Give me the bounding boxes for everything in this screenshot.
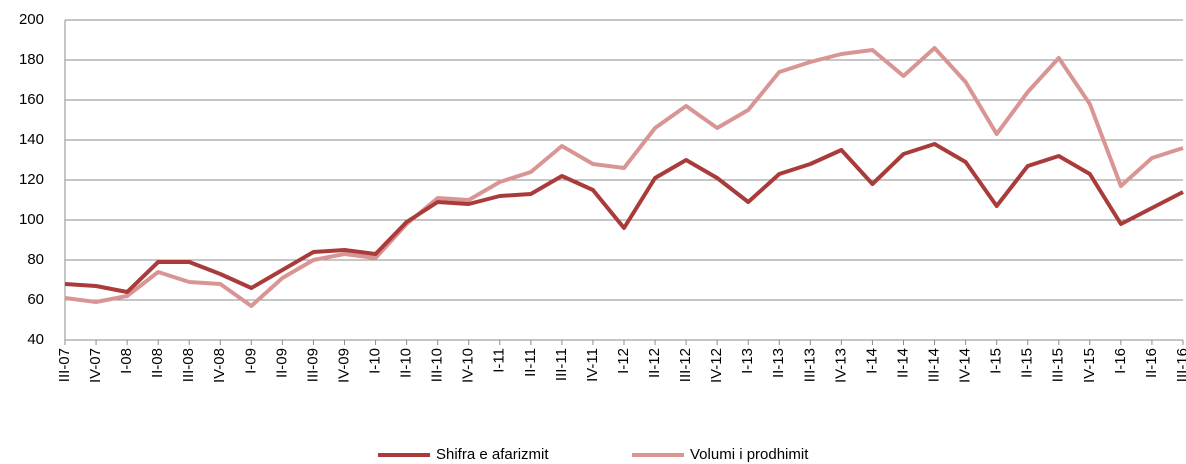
x-tick-label: II-09 xyxy=(273,348,290,378)
x-tick-label: II-16 xyxy=(1143,348,1160,378)
legend-label: Volumi i prodhimit xyxy=(690,446,809,463)
x-tick-label: IV-12 xyxy=(708,348,725,383)
x-tick-label: III-12 xyxy=(677,348,694,382)
x-tick-label: III-10 xyxy=(429,348,446,382)
x-tick-label: II-15 xyxy=(1019,348,1036,378)
y-tick-label: 160 xyxy=(19,91,44,108)
x-tick-label: IV-14 xyxy=(957,348,974,383)
x-tick-label: I-16 xyxy=(1112,348,1129,374)
x-tick-label: II-11 xyxy=(522,348,539,377)
x-tick-label: IV-10 xyxy=(460,348,477,383)
x-tick-label: I-09 xyxy=(242,348,259,374)
series-line xyxy=(64,142,1184,294)
x-tick-label: I-13 xyxy=(739,348,756,374)
x-tick-label: IV-15 xyxy=(1081,348,1098,383)
x-tick-label: III-13 xyxy=(801,348,818,382)
x-tick-label: III-08 xyxy=(180,348,197,382)
x-tick-label: III-11 xyxy=(553,348,570,381)
y-tick-label: 120 xyxy=(19,171,44,188)
x-tick-label: III-15 xyxy=(1050,348,1067,382)
x-tick-label: I-10 xyxy=(367,348,384,374)
x-tick-label: IV-13 xyxy=(832,348,849,383)
x-tick-label: III-09 xyxy=(304,348,321,382)
x-tick-label: II-13 xyxy=(770,348,787,378)
y-tick-label: 60 xyxy=(27,291,44,308)
y-tick-label: 100 xyxy=(19,211,44,228)
x-tick-label: I-12 xyxy=(615,348,632,374)
x-tick-label: III-14 xyxy=(926,348,943,382)
legend-label: Shifra e afarizmit xyxy=(436,446,549,463)
x-tick-label: III-16 xyxy=(1174,348,1186,382)
x-tick-label: II-10 xyxy=(398,348,415,378)
x-tick-label: I-14 xyxy=(863,348,880,374)
x-tick-label: III-07 xyxy=(56,348,73,382)
x-tick-label: IV-07 xyxy=(87,348,104,383)
y-tick-label: 80 xyxy=(27,251,44,268)
x-tick-label: II-12 xyxy=(646,348,663,378)
y-tick-label: 40 xyxy=(27,331,44,348)
y-tick-label: 200 xyxy=(19,11,44,28)
x-tick-label: II-08 xyxy=(149,348,166,378)
x-tick-label: I-15 xyxy=(988,348,1005,374)
y-tick-label: 140 xyxy=(19,131,44,148)
series-line xyxy=(64,46,1184,308)
x-tick-label: IV-09 xyxy=(335,348,352,383)
x-tick-label: I-08 xyxy=(118,348,135,374)
y-tick-label: 180 xyxy=(19,51,44,68)
x-tick-label: IV-08 xyxy=(211,348,228,383)
x-tick-label: IV-11 xyxy=(584,348,601,382)
x-tick-label: I-11 xyxy=(491,348,508,373)
x-tick-label: II-14 xyxy=(894,348,911,378)
